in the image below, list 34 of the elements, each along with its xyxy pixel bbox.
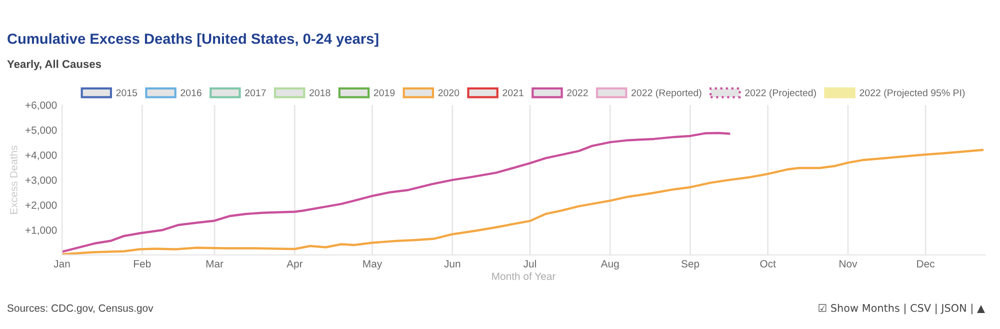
y-tick-label: +6,000 [26,101,57,110]
legend-label: 2022 (Projected) [745,89,816,98]
x-tick-label: Nov [840,260,858,268]
x-tick-label: Aug [600,260,619,270]
text: ☑ Show Months | CSV | JSON | ▲ [818,304,985,314]
x-tick-label: Oct [760,260,776,268]
legend-label: 2017 [245,89,266,96]
x-tick-label: Jan [54,260,70,268]
legend-label: 2022 (Projected 95% PI) [860,89,965,98]
x-tick-label: Jun [444,260,460,268]
legend-label: 2015 [116,89,138,96]
y-tick-label: +4,000 [26,151,57,160]
y-tick-label: +3,000 [26,176,57,186]
x-tick-label: May [363,260,382,270]
source-note: Sources: CDC.gov, Census.gov [7,304,154,314]
x-tick-label: Feb [134,260,151,268]
x-tick-label: Apr [286,260,303,270]
x-axis-title: Month of Year [492,272,556,280]
legend-label: 2018 [310,89,330,96]
x-tick-label: Jul [523,260,536,268]
x-tick-label: Mar [206,260,224,268]
chart-title: Cumulative Excess Deaths [United States, 0-24 years] [8,33,378,47]
legend-label: 2016 [180,89,202,96]
y-tick-label: +5,000 [26,126,57,136]
legend-label: 2020 [438,89,460,96]
legend-label: 2021 [502,89,524,96]
legend-label: 2022 [567,89,588,96]
y-tick-label: +1,000 [26,226,57,236]
x-tick-label: Dec [917,260,935,268]
legend-label: 2022 (Reported) [632,89,702,98]
x-tick-label: Sep [681,260,700,270]
chart-subtitle: Yearly, All Causes [7,60,102,70]
y-tick-label: +2,000 [26,201,57,210]
legend-label: 2019 [374,89,395,96]
